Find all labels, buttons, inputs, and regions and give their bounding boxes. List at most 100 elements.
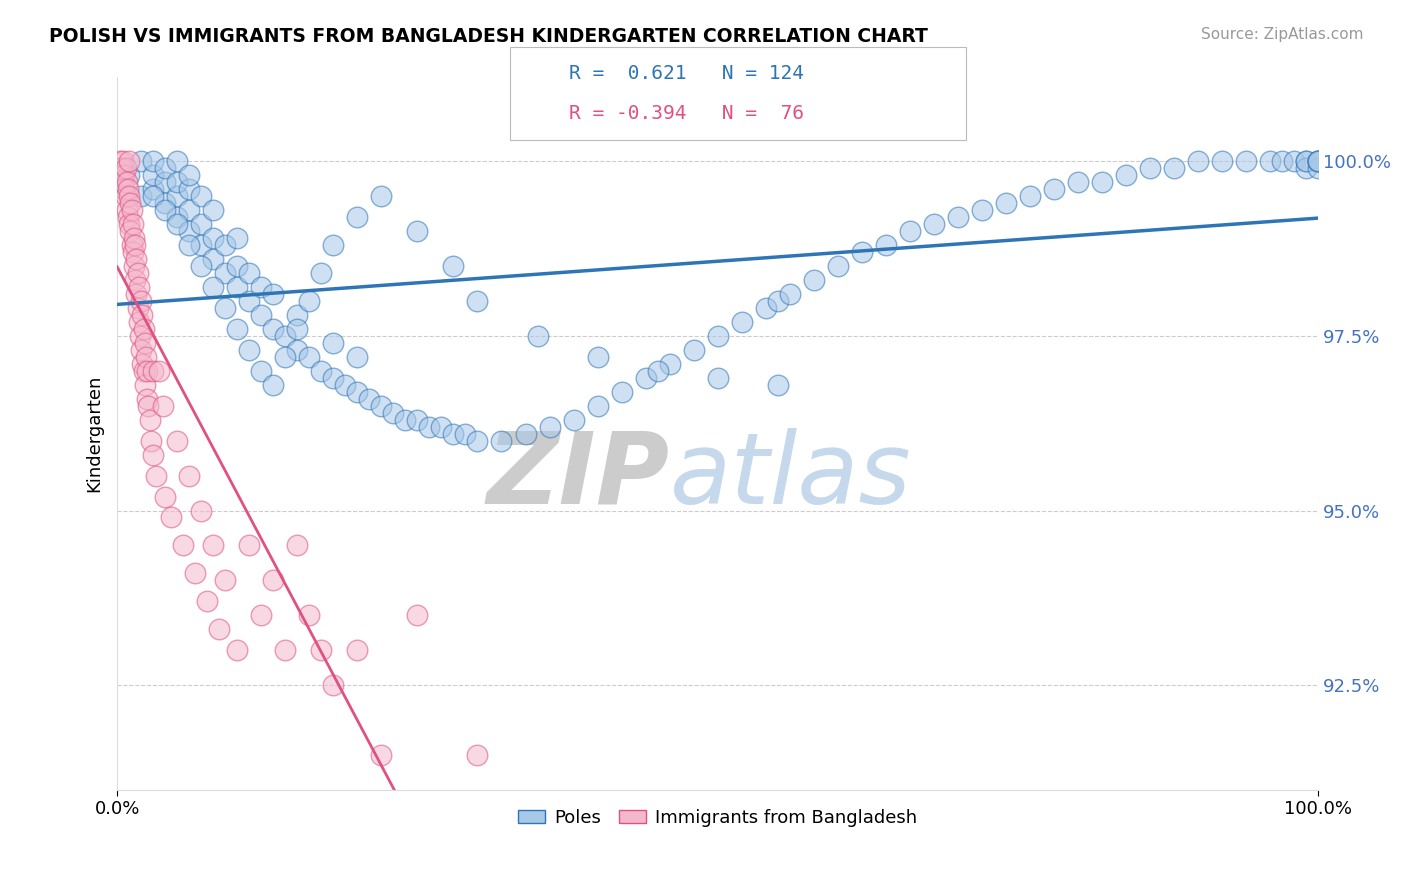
Point	[139, 434, 162, 448]
Point	[166, 217, 188, 231]
Point	[121, 217, 143, 231]
Text: Source: ZipAtlas.com: Source: ZipAtlas.com	[1201, 27, 1364, 42]
Point	[122, 259, 145, 273]
Point	[166, 189, 188, 203]
Point	[202, 231, 225, 245]
Point	[121, 238, 143, 252]
Point	[803, 273, 825, 287]
Point	[138, 413, 160, 427]
Point	[467, 434, 489, 448]
Point	[370, 189, 392, 203]
Point	[155, 203, 177, 218]
Point	[298, 350, 321, 364]
Point	[1067, 175, 1090, 189]
Point	[214, 266, 236, 280]
Point	[346, 210, 368, 224]
Point	[208, 622, 231, 636]
Point	[322, 371, 344, 385]
Point	[166, 210, 188, 224]
Point	[346, 384, 368, 399]
Point	[515, 426, 537, 441]
Point	[418, 419, 440, 434]
Point	[1043, 182, 1066, 196]
Point	[190, 217, 212, 231]
Point	[226, 231, 249, 245]
Point	[118, 189, 141, 203]
Point	[262, 377, 284, 392]
Point	[706, 371, 728, 385]
Point	[155, 175, 177, 189]
Point	[115, 203, 138, 218]
Point	[135, 350, 157, 364]
Point	[346, 350, 368, 364]
Point	[124, 238, 146, 252]
Point	[160, 510, 183, 524]
Point	[311, 266, 333, 280]
Point	[1308, 154, 1330, 169]
Point	[134, 335, 156, 350]
Point	[136, 364, 159, 378]
Text: POLISH VS IMMIGRANTS FROM BANGLADESH KINDERGARTEN CORRELATION CHART: POLISH VS IMMIGRANTS FROM BANGLADESH KIN…	[49, 27, 928, 45]
Point	[112, 168, 135, 182]
Point	[766, 377, 789, 392]
Point	[112, 175, 135, 189]
Point	[898, 224, 921, 238]
Point	[202, 252, 225, 266]
Point	[250, 308, 273, 322]
Point	[132, 364, 155, 378]
Point	[110, 161, 132, 176]
Point	[562, 413, 585, 427]
Point	[755, 301, 778, 315]
Point	[285, 308, 308, 322]
Point	[112, 182, 135, 196]
Point	[214, 238, 236, 252]
Point	[250, 364, 273, 378]
Point	[112, 154, 135, 169]
Point	[298, 608, 321, 623]
Point	[179, 182, 201, 196]
Point	[142, 182, 165, 196]
Point	[152, 399, 174, 413]
Point	[120, 224, 142, 238]
Point	[1295, 154, 1317, 169]
Point	[647, 364, 669, 378]
Point	[120, 196, 142, 211]
Point	[1295, 154, 1317, 169]
Point	[238, 266, 260, 280]
Point	[766, 293, 789, 308]
Point	[128, 280, 150, 294]
Point	[238, 538, 260, 552]
Point	[129, 189, 152, 203]
Point	[118, 168, 141, 182]
Legend: Poles, Immigrants from Bangladesh: Poles, Immigrants from Bangladesh	[510, 802, 925, 834]
Point	[125, 252, 148, 266]
Point	[586, 350, 609, 364]
Point	[359, 392, 381, 406]
Point	[1308, 154, 1330, 169]
Text: ZIP: ZIP	[486, 428, 669, 524]
Point	[132, 322, 155, 336]
Point	[610, 384, 633, 399]
Point	[394, 413, 416, 427]
Point	[121, 203, 143, 218]
Point	[166, 434, 188, 448]
Point	[127, 301, 149, 315]
Point	[125, 287, 148, 301]
Point	[142, 364, 165, 378]
Point	[131, 308, 153, 322]
Point	[190, 189, 212, 203]
Point	[142, 168, 165, 182]
Point	[1234, 154, 1257, 169]
Point	[370, 747, 392, 762]
Point	[322, 238, 344, 252]
Point	[706, 329, 728, 343]
Point	[311, 643, 333, 657]
Point	[108, 154, 131, 169]
Point	[970, 203, 993, 218]
Point	[214, 574, 236, 588]
Point	[994, 196, 1017, 211]
Point	[1308, 161, 1330, 176]
Point	[285, 322, 308, 336]
Point	[111, 168, 134, 182]
Point	[538, 419, 561, 434]
